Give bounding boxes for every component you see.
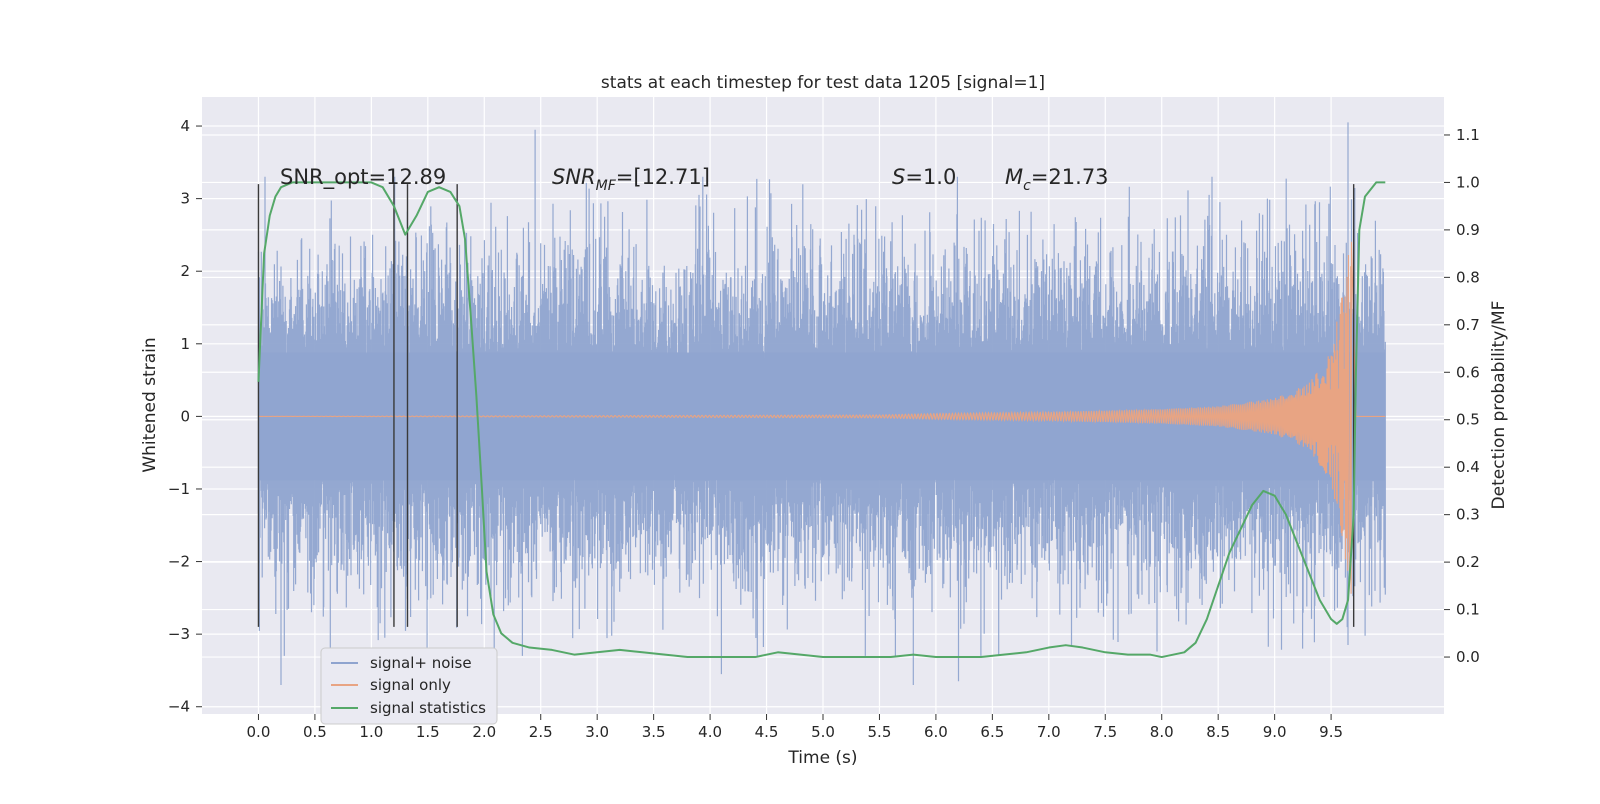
x-tick-label: 3.5 (642, 723, 666, 741)
x-tick-label: 5.5 (868, 723, 892, 741)
y2-tick-label: 0.8 (1456, 268, 1480, 286)
x-tick-label: 4.5 (755, 723, 779, 741)
x-tick-label: 1.5 (416, 723, 440, 741)
s-main: S (892, 165, 905, 189)
legend-label-signal-statistics: signal statistics (370, 699, 486, 717)
mc-sub: c (1023, 178, 1031, 194)
x-tick-label: 0.5 (303, 723, 327, 741)
x-tick-label: 7.0 (1037, 723, 1061, 741)
legend-box (320, 647, 498, 725)
x-tick-label: 6.5 (980, 723, 1004, 741)
snr-mf-rest: =[12.71] (616, 165, 710, 189)
y2-tick-label: 0.2 (1456, 553, 1480, 571)
x-tick-label: 9.0 (1263, 723, 1287, 741)
y2-tick-label: 0.6 (1456, 363, 1480, 381)
x-tick-label: 6.0 (924, 723, 948, 741)
legend-label-signal-noise: signal+ noise (370, 654, 472, 672)
y2-tick-label: 0.9 (1456, 221, 1480, 239)
y2-axis-ticks: 0.0 0.1 0.2 0.3 0.4 0.5 0.6 0.7 0.8 0.9 1.0 1.1 (1444, 126, 1480, 666)
x-tick-label: 4.0 (698, 723, 722, 741)
y-tick-label: −4 (168, 698, 190, 716)
s-rest: =1.0 (905, 165, 956, 189)
y-axis-ticks: −4 −3 −2 −1 0 1 2 3 4 (168, 117, 202, 716)
y-tick-label: −3 (168, 625, 190, 643)
y2-tick-label: 0.3 (1456, 506, 1480, 524)
x-axis-ticks: 0.0 0.5 1.0 1.5 2.0 2.5 3.0 3.5 4.0 4.5 5.0 5.5 6.0 6… (247, 714, 1343, 741)
legend-label-signal-only: signal only (370, 676, 451, 694)
x-tick-label: 2.5 (529, 723, 553, 741)
chart-title: stats at each timestep for test data 120… (601, 73, 1045, 93)
y2-tick-label: 0.4 (1456, 458, 1480, 476)
x-tick-label: 1.0 (359, 723, 383, 741)
x-tick-label: 8.5 (1206, 723, 1230, 741)
y2-tick-label: 0.7 (1456, 316, 1480, 334)
x-tick-label: 5.0 (811, 723, 835, 741)
signal-only-series (258, 241, 1386, 594)
y-tick-label: −2 (168, 553, 190, 571)
signal-statistics-series (257, 181, 1386, 659)
y2-tick-label: 1.0 (1456, 173, 1480, 191)
y-tick-label: 2 (180, 262, 190, 280)
y-tick-label: 1 (180, 335, 190, 353)
y-tick-label: 3 (180, 190, 190, 208)
mc-main: M (1005, 165, 1023, 189)
x-tick-label: 8.0 (1150, 723, 1174, 741)
annotation-snr-opt: SNR_opt=12.89 (280, 165, 446, 190)
snr-mf-main: SNR (552, 165, 596, 189)
x-axis-label: Time (s) (787, 748, 857, 768)
y2-tick-label: 0.0 (1456, 648, 1480, 666)
chirp-trace (258, 241, 1386, 594)
y-tick-label: 4 (180, 117, 190, 135)
annotation-snr-mf: SNRMF=[12.71] (552, 165, 710, 194)
y2-axis-label: Detection probability/MF (1489, 301, 1509, 510)
y-tick-label: −1 (168, 480, 190, 498)
y-tick-label: 0 (180, 407, 190, 425)
annotation-s: S=1.0 (892, 165, 956, 189)
x-tick-label: 3.0 (585, 723, 609, 741)
x-tick-label: 2.0 (472, 723, 496, 741)
y2-tick-label: 1.1 (1456, 126, 1480, 144)
y2-tick-label: 0.5 (1456, 411, 1480, 429)
x-tick-label: 7.5 (1093, 723, 1117, 741)
vertical-markers (257, 184, 1355, 627)
mc-rest: =21.73 (1031, 165, 1109, 189)
x-tick-label: 0.0 (247, 723, 271, 741)
annotation-mc: Mc=21.73 (1005, 165, 1109, 194)
x-tick-label: 9.5 (1319, 723, 1343, 741)
snr-mf-sub: MF (596, 178, 617, 194)
y2-tick-label: 0.1 (1456, 601, 1480, 619)
legend: signal+ noise signal only signal statist… (320, 647, 498, 725)
y-axis-label: Whitened strain (140, 337, 160, 472)
statistics-trace (257, 181, 1386, 659)
